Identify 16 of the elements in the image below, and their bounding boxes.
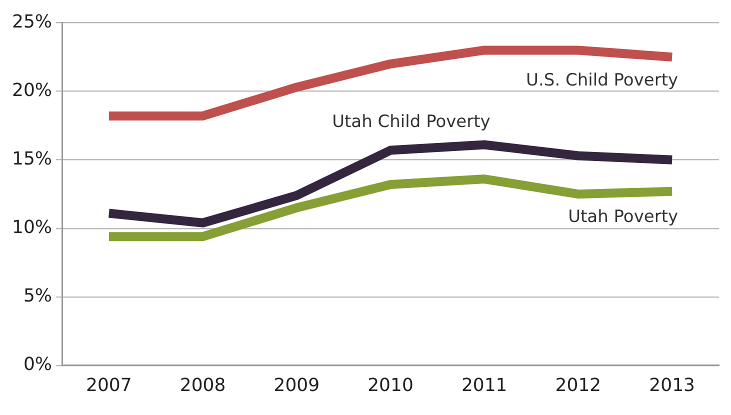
x-tick-label: 2012 bbox=[555, 374, 602, 396]
series-label: U.S. Child Poverty bbox=[526, 70, 678, 90]
series-label: Utah Poverty bbox=[568, 206, 678, 227]
series-label: Utah Child Poverty bbox=[332, 112, 490, 132]
y-tick-label: 10% bbox=[12, 217, 52, 238]
x-tick-label: 2009 bbox=[274, 374, 320, 396]
x-tick-label: 2007 bbox=[86, 374, 132, 396]
y-tick-label: 25% bbox=[12, 11, 52, 32]
y-tick-label: 15% bbox=[12, 148, 52, 170]
x-tick-label: 2010 bbox=[368, 374, 414, 396]
x-tick-label: 2008 bbox=[180, 374, 226, 396]
x-tick-label: 2013 bbox=[649, 374, 695, 396]
y-tick-label: 0% bbox=[23, 354, 52, 376]
y-tick-label: 5% bbox=[23, 286, 52, 307]
x-tick-label: 2011 bbox=[461, 374, 508, 396]
y-tick-label: 20% bbox=[12, 80, 52, 101]
